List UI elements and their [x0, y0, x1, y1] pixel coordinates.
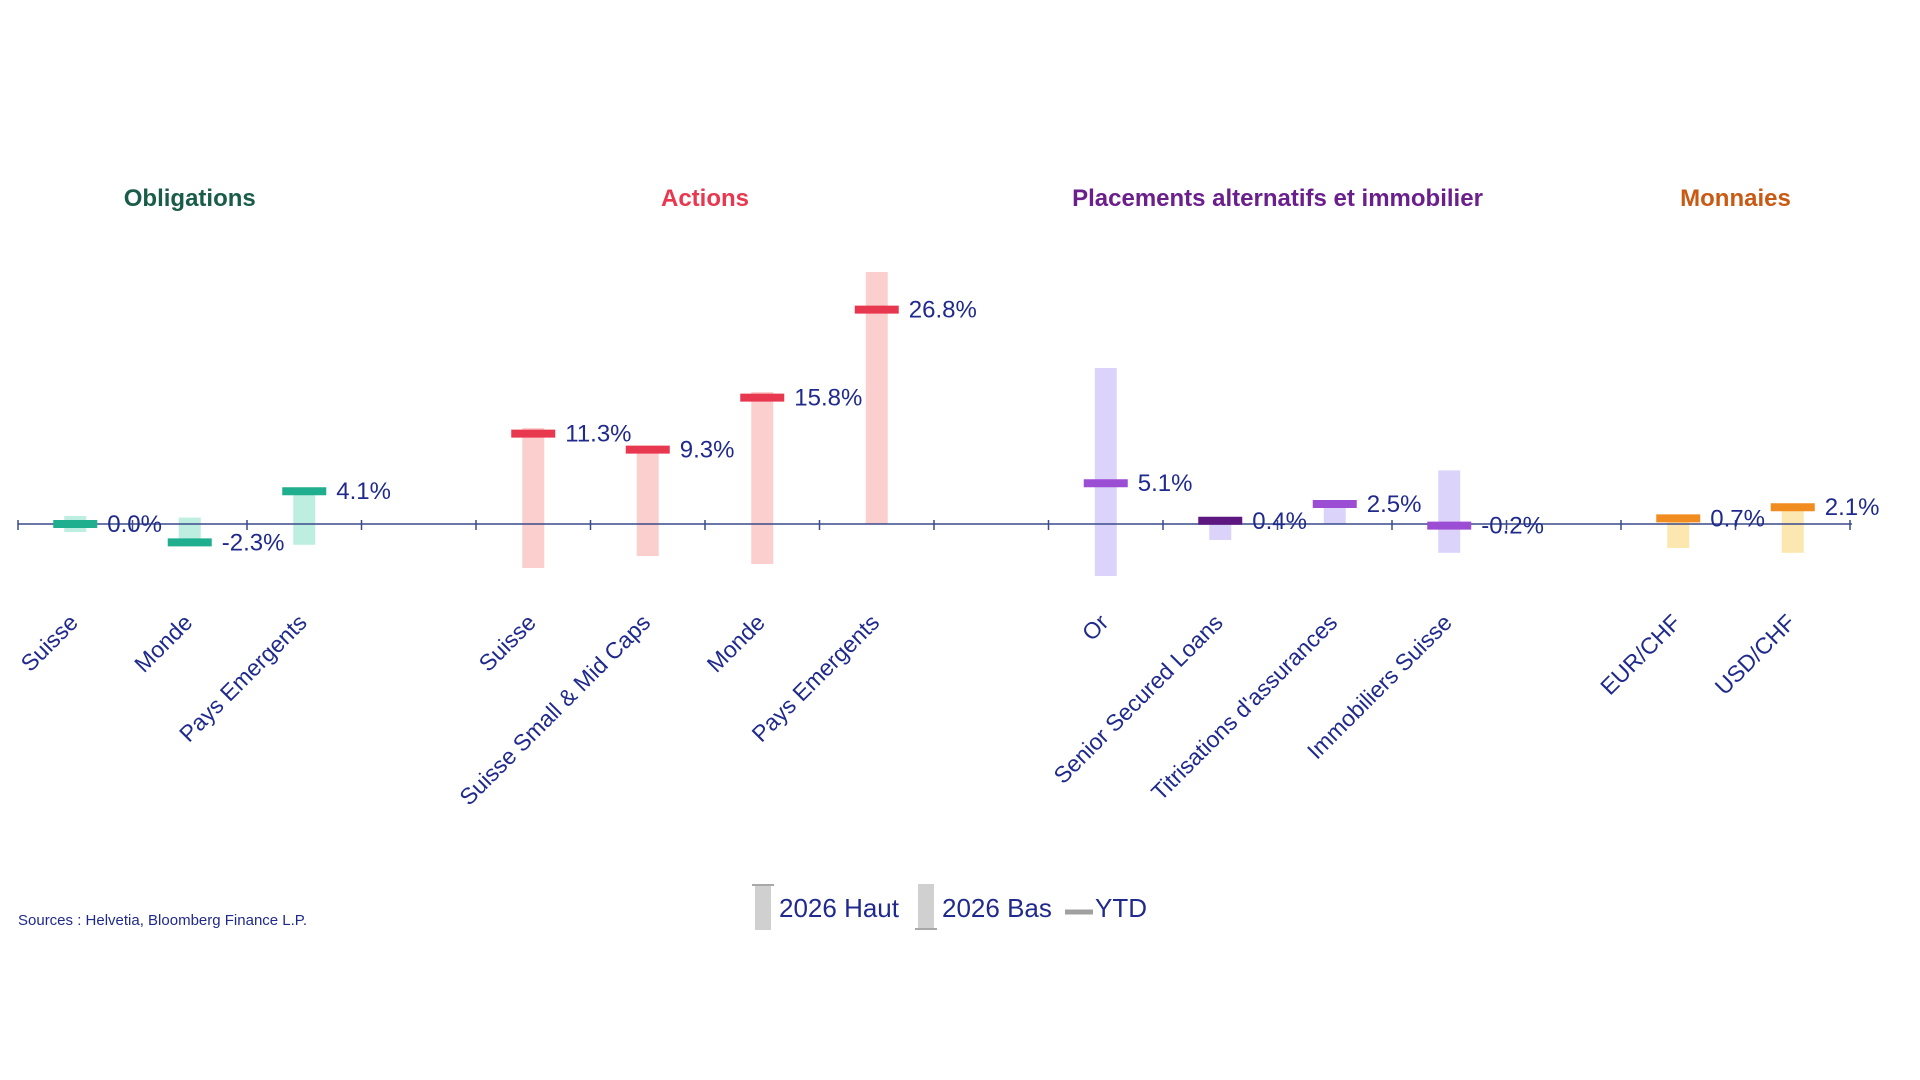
category-label: Monde	[129, 609, 197, 677]
category-label: USD/CHF	[1710, 609, 1801, 700]
legend-label-low: 2026 Bas	[942, 893, 1052, 923]
range-bar	[293, 491, 316, 545]
data-label: 2.5%	[1367, 491, 1422, 518]
data-label: 15.8%	[794, 385, 862, 412]
legend-high-icon	[755, 884, 771, 930]
category-label: EUR/CHF	[1595, 609, 1686, 700]
category-label: Monde	[702, 609, 770, 677]
legend-low-icon	[918, 884, 934, 930]
range-bar	[1323, 504, 1346, 524]
data-label: -0.2%	[1481, 513, 1544, 540]
data-label: 9.3%	[680, 437, 735, 464]
group-title: Monnaies	[1680, 185, 1791, 212]
group-title: Actions	[661, 185, 749, 212]
source-note: Sources : Helvetia, Bloomberg Finance L.…	[18, 912, 308, 929]
data-label: 11.3%	[565, 421, 631, 448]
category-label: Suisse	[474, 609, 541, 676]
legend-label-ytd: YTD	[1095, 893, 1147, 923]
legend: 2026 Haut 2026 Bas YTD	[752, 884, 1147, 930]
range-bar	[1667, 518, 1690, 548]
range-bar	[1094, 368, 1117, 576]
category-label: Titrisations d'assurances	[1146, 609, 1342, 805]
data-label: 4.1%	[336, 478, 391, 505]
group-title: Obligations	[124, 185, 256, 212]
data-label: 2.1%	[1825, 494, 1880, 521]
range-bar	[522, 428, 545, 568]
category-label: Suisse	[16, 609, 83, 676]
data-labels: 0.0% -2.3% 4.1% 11.3% 9.3% 15.8% 26.8% 5.1% 0.4%…	[107, 297, 1879, 557]
category-label: Suisse Small & Mid Caps	[454, 609, 655, 810]
data-label: 0.0%	[107, 511, 162, 538]
range-bar	[865, 272, 888, 524]
data-label: -2.3%	[222, 529, 285, 556]
range-bar	[1781, 507, 1804, 553]
axis-ticks	[17, 520, 1851, 530]
legend-label-high: 2026 Haut	[779, 893, 900, 923]
range-bar	[751, 392, 774, 564]
range-bar	[636, 449, 659, 556]
category-label: Or	[1077, 609, 1114, 646]
range-bar	[1209, 520, 1232, 540]
group-titles: Obligations Actions Placements alternatifs…	[124, 185, 1791, 212]
ytd-markers	[53, 305, 1815, 547]
data-label: 5.1%	[1138, 470, 1193, 497]
data-label: 0.7%	[1710, 505, 1765, 532]
data-label: 26.8%	[909, 297, 977, 324]
data-label: 0.4%	[1252, 508, 1307, 535]
group-title: Placements alternatifs et immobilier	[1072, 185, 1483, 212]
range-bar	[1438, 470, 1461, 553]
